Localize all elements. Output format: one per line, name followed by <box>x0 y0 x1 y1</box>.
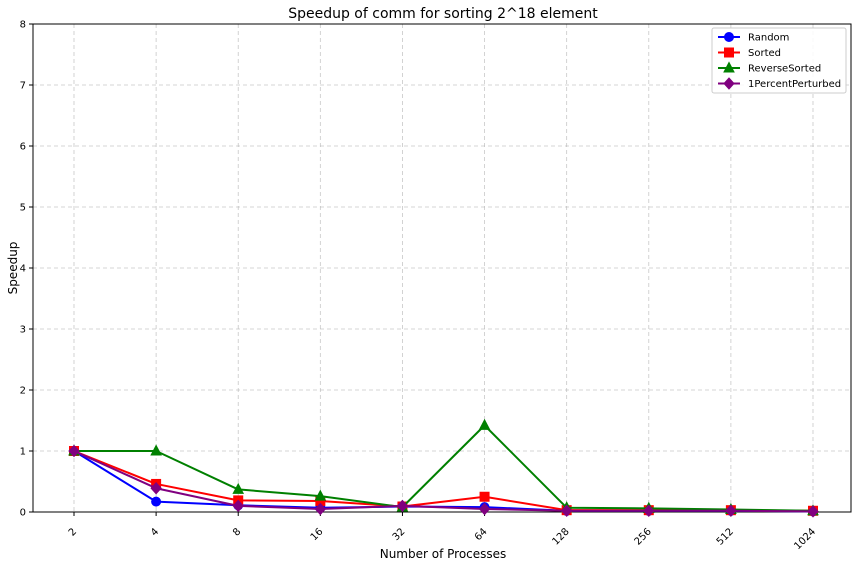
legend-swatch-marker <box>723 61 735 73</box>
y-tick-label: 8 <box>20 20 26 31</box>
legend-label: ReverseSorted <box>748 64 821 75</box>
legend-swatch-marker <box>723 77 735 90</box>
y-tick-label: 4 <box>20 264 26 275</box>
y-tick-label: 3 <box>20 325 26 336</box>
series-1percentperturbed <box>68 444 819 518</box>
data-point <box>150 481 162 495</box>
y-axis-title: Speedup <box>6 242 20 295</box>
data-point <box>560 504 573 518</box>
y-tick-label: 2 <box>20 386 26 397</box>
y-tick-label: 5 <box>20 203 26 214</box>
legend-label: 1PercentPerturbed <box>748 79 841 90</box>
data-point <box>314 489 327 501</box>
data-point <box>725 504 737 518</box>
data-point <box>643 504 655 518</box>
chart-title: Speedup of comm for sorting 2^18 element <box>288 6 598 22</box>
y-tick-label: 7 <box>20 81 26 92</box>
data-point <box>68 444 80 458</box>
data-point <box>807 505 819 518</box>
data-point <box>150 444 162 456</box>
data-point <box>478 502 491 516</box>
y-tick-label: 0 <box>20 508 26 519</box>
y-tick-label: 6 <box>20 142 26 153</box>
legend-item: 1PercentPerturbed <box>718 77 841 90</box>
series-line <box>74 424 814 512</box>
legend-swatch-marker <box>724 47 734 58</box>
y-tick-label: 1 <box>20 447 26 458</box>
y-axis: 0 1 2 3 4 5 6 7 8 <box>20 20 33 519</box>
series-layer <box>68 418 819 518</box>
data-point <box>479 491 490 502</box>
series-line <box>73 450 814 513</box>
legend-box <box>711 27 847 94</box>
data-point <box>232 482 245 494</box>
legend-label: Random <box>748 33 789 44</box>
data-point <box>232 499 244 513</box>
legend-item: ReverseSorted <box>718 61 821 75</box>
legend: Random Sorted ReverseSorted 1PercentPerturb… <box>711 27 847 94</box>
legend-label: Sorted <box>748 48 781 59</box>
data-point <box>478 418 491 430</box>
data-point <box>396 499 409 513</box>
data-point <box>314 502 327 516</box>
legend-item: Sorted <box>718 47 781 59</box>
x-axis-title: Number of Processes <box>380 547 507 561</box>
legend-swatch-marker <box>724 32 734 42</box>
legend-item: Random <box>718 32 789 44</box>
data-point <box>151 496 162 507</box>
